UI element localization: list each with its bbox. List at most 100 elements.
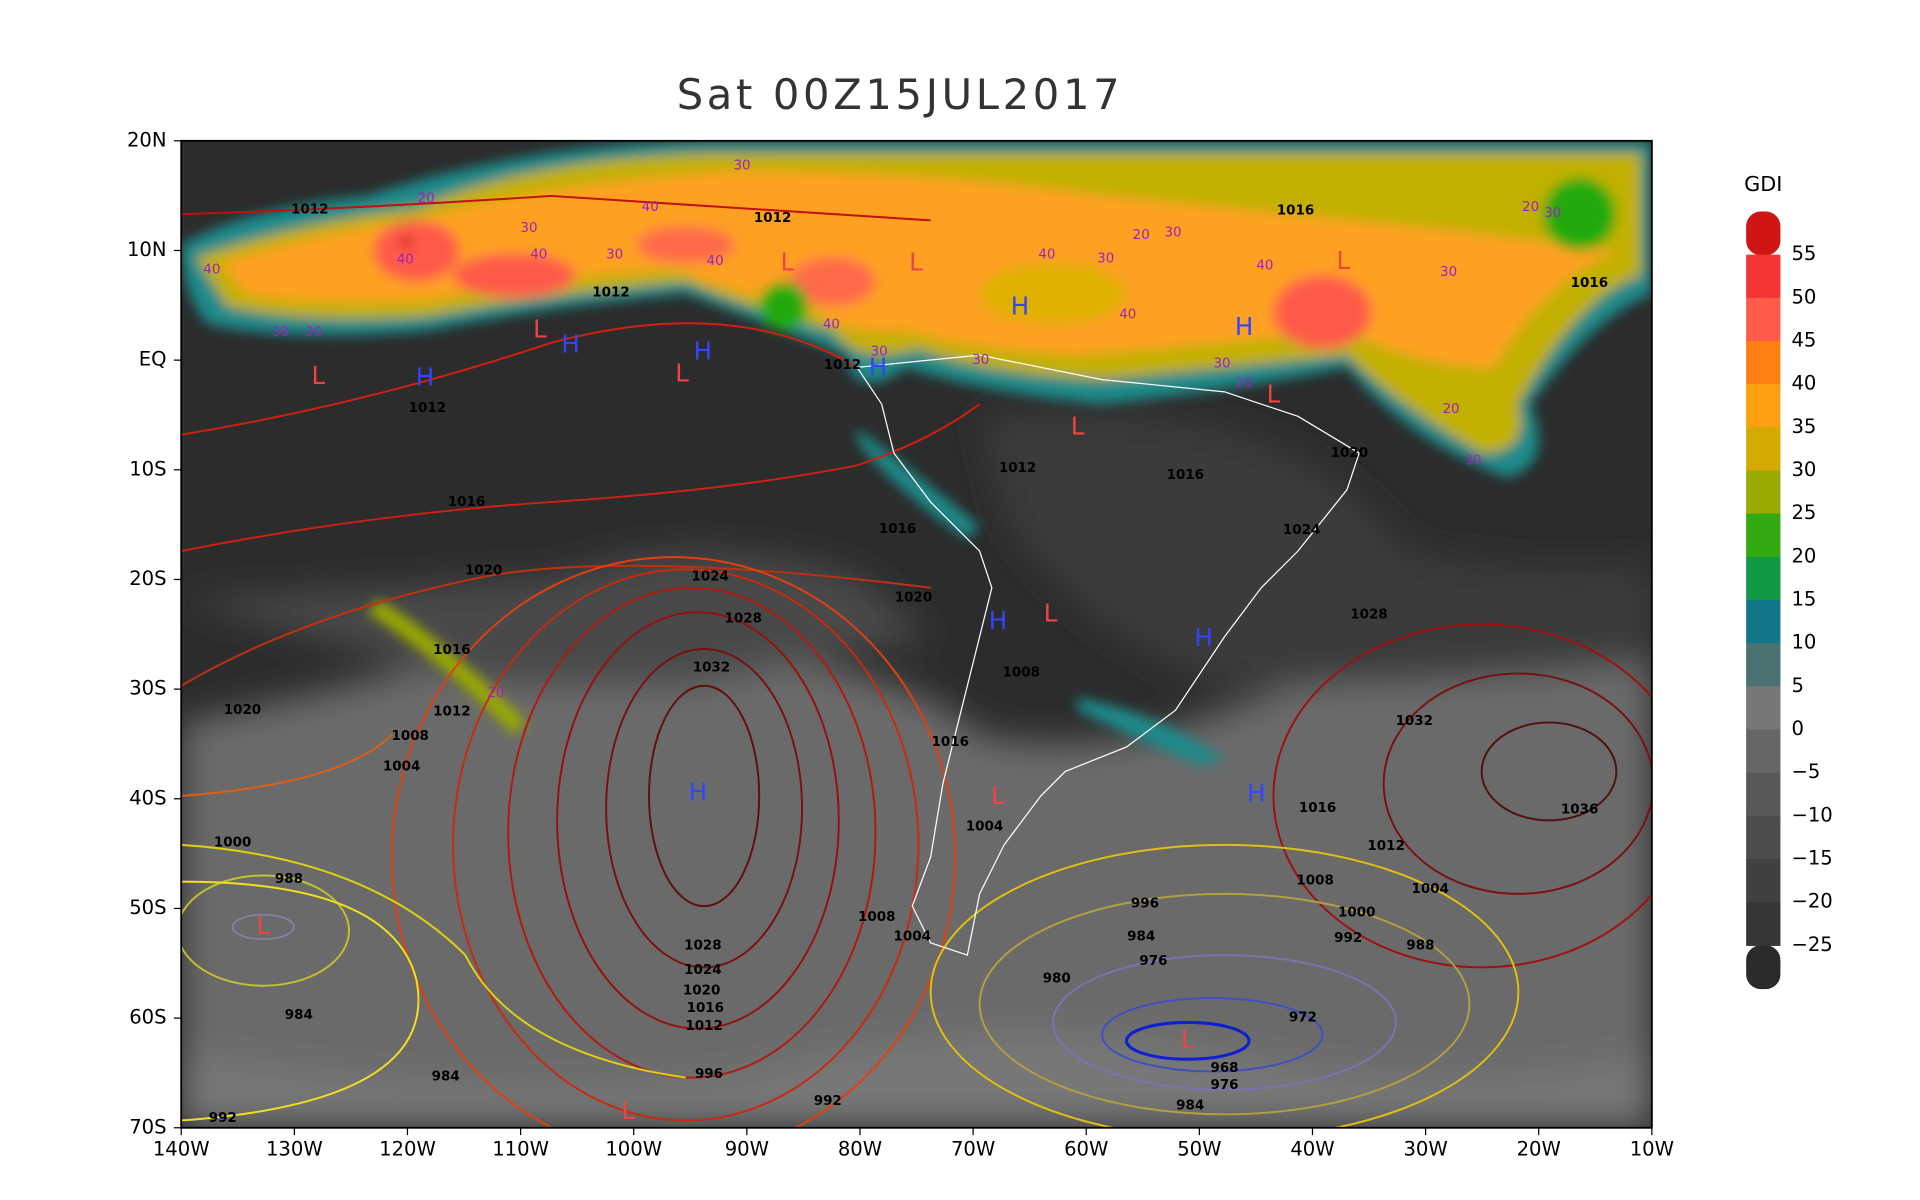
pressure-center: H [1247,779,1265,808]
colorbar-label: 50 [1791,285,1816,308]
colorbar-box [1746,297,1781,342]
isobar-label: 1008 [1003,665,1040,680]
x-tick-label: 140W [153,1137,210,1160]
pressure-center: L [312,361,326,390]
colorbar-label: −20 [1791,890,1832,913]
x-tick-label: 20W [1517,1137,1561,1160]
gdi-label: 20 [487,686,504,701]
pressure-center: L [533,315,547,344]
colorbar-label: 30 [1791,458,1816,481]
y-tick-label: 20S [129,567,166,590]
colorbar-label: −15 [1791,846,1832,869]
isobar-label: 984 [1127,930,1155,945]
isobar-label: 1016 [1277,204,1314,219]
isobar-label: 984 [1176,1099,1204,1114]
gdi-label: 30 [1165,226,1182,241]
pressure-center: L [621,1096,635,1125]
isobar-label: 1012 [685,1019,722,1034]
isobar-label: 996 [1131,897,1159,912]
isobar-label: 1004 [894,930,931,945]
y-tick-label: 40S [129,786,166,809]
isobar-label: 1020 [465,564,502,579]
gdi-label: 40 [823,317,840,332]
colorbar-box [1746,945,1781,990]
isobar-label: 1012 [592,286,629,301]
gdi-label: 40 [203,262,220,277]
isobar-label: 988 [1406,938,1434,953]
colorbar-box [1746,211,1781,256]
isobar-label: 1016 [1167,468,1204,483]
isobar-label: 976 [1210,1078,1238,1093]
pressure-center: H [989,606,1007,635]
colorbar-label: 10 [1791,631,1816,654]
pressure-center: H [1235,312,1253,341]
isobar-label: 1028 [725,611,762,626]
isobar-label: 1012 [409,401,446,416]
pressure-center: L [1181,1025,1195,1054]
isobar-label: 1016 [1571,276,1608,291]
pressure-center: L [1267,380,1281,409]
isobar-label: 1016 [687,1001,724,1016]
isobar-label: 996 [695,1067,723,1082]
isobar-label: 1032 [1396,714,1433,729]
isobar-label: 1008 [1296,873,1333,888]
isobar-label: 972 [1289,1011,1317,1026]
x-tick-label: 30W [1403,1137,1447,1160]
gdi-label: 30 [871,344,888,359]
x-tick-label: 80W [838,1137,882,1160]
gdi-label: 30 [1097,251,1114,266]
gdi-label: 40 [530,248,547,263]
isobar-label: 1020 [683,984,720,999]
isobar-label: 1016 [1299,801,1336,816]
x-tick-label: 100W [605,1137,662,1160]
colorbar-label: 25 [1791,501,1816,524]
colorbar-box [1746,686,1781,731]
isobar-label: 1020 [224,703,261,718]
pressure-center: H [1194,623,1212,652]
colorbar-label: 15 [1791,588,1816,611]
colorbar-title: GDI [1744,172,1782,196]
isobar-label: 992 [209,1111,237,1126]
isobar-label: 1012 [1367,839,1404,854]
x-tick-label: 60W [1064,1137,1108,1160]
colorbar-label: 5 [1791,674,1803,697]
colorbar-label: 35 [1791,415,1816,438]
pressure-center: H [689,777,707,806]
gdi-label: 20 [1522,200,1539,215]
gdi-label: 30 [1440,265,1457,280]
colorbar-box [1746,902,1781,946]
y-tick-label: 20N [127,128,167,151]
y-tick-label: 70S [129,1115,166,1138]
x-tick-label: 110W [492,1137,549,1160]
pressure-center: L [256,911,270,940]
isobar-label: 992 [1334,931,1362,946]
x-tick-label: 40W [1290,1137,1334,1160]
x-tick-label: 10W [1630,1137,1674,1160]
isobar-label: 1008 [858,910,895,925]
title: Sat 00Z15JUL2017 [677,70,1124,119]
isobar-label: 1012 [291,202,328,217]
x-tick-label: 90W [725,1137,769,1160]
colorbar-box [1746,427,1781,472]
colorbar-label: 55 [1791,242,1816,265]
gdi-label: 30 [520,221,537,236]
colorbar-label: −25 [1791,933,1832,956]
pressure-center: L [675,359,689,388]
colorbar-box [1746,858,1781,903]
gdi-label: 40 [1038,248,1055,263]
gdi-label: 30 [1213,357,1230,372]
gdi-label: 30 [606,248,623,263]
isobar-label: 980 [1043,971,1071,986]
pressure-center: H [416,362,434,391]
gdi-label: 40 [397,253,414,268]
pressure-center: L [1044,599,1058,628]
gdi-label: 30 [272,325,289,340]
colorbar-label: 40 [1791,372,1816,395]
y-tick-label: 60S [129,1006,166,1029]
y-tick-label: 30S [129,677,166,700]
isobar-label: 984 [285,1008,313,1023]
isobar-label: 1024 [1283,523,1320,538]
colorbar-box [1746,513,1781,558]
colorbar-box [1746,470,1781,515]
